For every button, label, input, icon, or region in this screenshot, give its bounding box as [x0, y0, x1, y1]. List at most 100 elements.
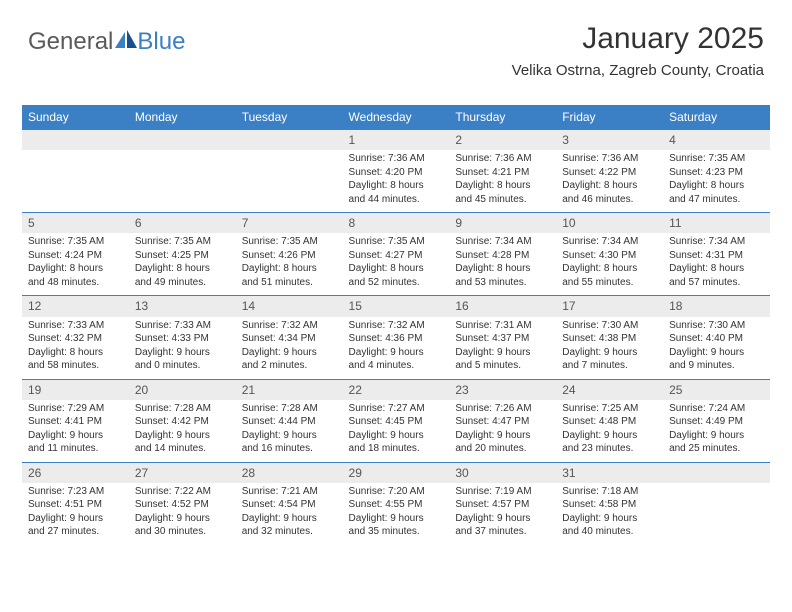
- day-number-cell: 11: [663, 213, 770, 234]
- day-text-cell: Sunrise: 7:35 AMSunset: 4:25 PMDaylight:…: [129, 233, 236, 296]
- day-details: Sunrise: 7:22 AMSunset: 4:52 PMDaylight:…: [129, 483, 236, 545]
- day-number-cell: 3: [556, 130, 663, 151]
- day-number: 23: [449, 380, 556, 400]
- day-text-cell: Sunrise: 7:33 AMSunset: 4:32 PMDaylight:…: [22, 317, 129, 380]
- empty-cell: [663, 483, 770, 545]
- day-number-cell: 4: [663, 130, 770, 151]
- weekday-header: Tuesday: [236, 105, 343, 130]
- week-text-row: Sunrise: 7:29 AMSunset: 4:41 PMDaylight:…: [22, 400, 770, 463]
- day-details: Sunrise: 7:32 AMSunset: 4:34 PMDaylight:…: [236, 317, 343, 379]
- day-number: 7: [236, 213, 343, 233]
- day-number: 22: [343, 380, 450, 400]
- day-text-cell: Sunrise: 7:35 AMSunset: 4:26 PMDaylight:…: [236, 233, 343, 296]
- day-text-cell: Sunrise: 7:35 AMSunset: 4:27 PMDaylight:…: [343, 233, 450, 296]
- day-number-cell: 10: [556, 213, 663, 234]
- day-details: Sunrise: 7:34 AMSunset: 4:28 PMDaylight:…: [449, 233, 556, 295]
- day-details: Sunrise: 7:33 AMSunset: 4:33 PMDaylight:…: [129, 317, 236, 379]
- week-daynum-row: 262728293031: [22, 462, 770, 483]
- day-number-cell: 25: [663, 379, 770, 400]
- day-details: Sunrise: 7:18 AMSunset: 4:58 PMDaylight:…: [556, 483, 663, 545]
- logo-sail-icon: [115, 30, 137, 48]
- day-number-cell: 31: [556, 462, 663, 483]
- page-title: January 2025: [512, 22, 764, 56]
- day-details: Sunrise: 7:35 AMSunset: 4:27 PMDaylight:…: [343, 233, 450, 295]
- day-text-cell: Sunrise: 7:26 AMSunset: 4:47 PMDaylight:…: [449, 400, 556, 463]
- day-number-cell: 27: [129, 462, 236, 483]
- day-details: Sunrise: 7:27 AMSunset: 4:45 PMDaylight:…: [343, 400, 450, 462]
- day-number-cell: 5: [22, 213, 129, 234]
- day-number: 25: [663, 380, 770, 400]
- weekday-header-row: SundayMondayTuesdayWednesdayThursdayFrid…: [22, 105, 770, 130]
- day-details: Sunrise: 7:34 AMSunset: 4:31 PMDaylight:…: [663, 233, 770, 295]
- day-details: Sunrise: 7:28 AMSunset: 4:44 PMDaylight:…: [236, 400, 343, 462]
- day-details: Sunrise: 7:32 AMSunset: 4:36 PMDaylight:…: [343, 317, 450, 379]
- week-daynum-row: 19202122232425: [22, 379, 770, 400]
- day-text-cell: Sunrise: 7:36 AMSunset: 4:20 PMDaylight:…: [343, 150, 450, 213]
- weekday-header: Thursday: [449, 105, 556, 130]
- day-text-cell: Sunrise: 7:28 AMSunset: 4:42 PMDaylight:…: [129, 400, 236, 463]
- day-text-cell: Sunrise: 7:27 AMSunset: 4:45 PMDaylight:…: [343, 400, 450, 463]
- day-details: Sunrise: 7:25 AMSunset: 4:48 PMDaylight:…: [556, 400, 663, 462]
- day-details: Sunrise: 7:33 AMSunset: 4:32 PMDaylight:…: [22, 317, 129, 379]
- day-number: 26: [22, 463, 129, 483]
- day-details: Sunrise: 7:35 AMSunset: 4:24 PMDaylight:…: [22, 233, 129, 295]
- day-number: 1: [343, 130, 450, 150]
- day-text-cell: Sunrise: 7:32 AMSunset: 4:36 PMDaylight:…: [343, 317, 450, 380]
- day-text-cell: Sunrise: 7:34 AMSunset: 4:30 PMDaylight:…: [556, 233, 663, 296]
- day-number: 30: [449, 463, 556, 483]
- day-text-cell: Sunrise: 7:22 AMSunset: 4:52 PMDaylight:…: [129, 483, 236, 545]
- day-details: Sunrise: 7:35 AMSunset: 4:26 PMDaylight:…: [236, 233, 343, 295]
- day-details: Sunrise: 7:29 AMSunset: 4:41 PMDaylight:…: [22, 400, 129, 462]
- weekday-header: Saturday: [663, 105, 770, 130]
- day-number-cell: 21: [236, 379, 343, 400]
- day-number-cell: 18: [663, 296, 770, 317]
- empty-cell: [663, 462, 770, 483]
- day-number: 8: [343, 213, 450, 233]
- header: January 2025 Velika Ostrna, Zagreb Count…: [512, 22, 764, 79]
- day-number-cell: 20: [129, 379, 236, 400]
- day-text-cell: Sunrise: 7:30 AMSunset: 4:38 PMDaylight:…: [556, 317, 663, 380]
- day-number: 28: [236, 463, 343, 483]
- day-number-cell: 29: [343, 462, 450, 483]
- day-number-cell: 22: [343, 379, 450, 400]
- day-text-cell: Sunrise: 7:18 AMSunset: 4:58 PMDaylight:…: [556, 483, 663, 545]
- day-number-cell: 13: [129, 296, 236, 317]
- calendar-table: SundayMondayTuesdayWednesdayThursdayFrid…: [22, 105, 770, 545]
- day-text-cell: Sunrise: 7:21 AMSunset: 4:54 PMDaylight:…: [236, 483, 343, 545]
- week-text-row: Sunrise: 7:33 AMSunset: 4:32 PMDaylight:…: [22, 317, 770, 380]
- empty-cell: [236, 150, 343, 213]
- day-number-cell: 2: [449, 130, 556, 151]
- day-details: Sunrise: 7:36 AMSunset: 4:22 PMDaylight:…: [556, 150, 663, 212]
- day-number: 21: [236, 380, 343, 400]
- location-text: Velika Ostrna, Zagreb County, Croatia: [512, 62, 764, 79]
- day-number-cell: 24: [556, 379, 663, 400]
- day-details: Sunrise: 7:36 AMSunset: 4:21 PMDaylight:…: [449, 150, 556, 212]
- day-details: Sunrise: 7:24 AMSunset: 4:49 PMDaylight:…: [663, 400, 770, 462]
- day-text-cell: Sunrise: 7:36 AMSunset: 4:21 PMDaylight:…: [449, 150, 556, 213]
- day-text-cell: Sunrise: 7:36 AMSunset: 4:22 PMDaylight:…: [556, 150, 663, 213]
- day-number: 13: [129, 296, 236, 316]
- day-text-cell: Sunrise: 7:31 AMSunset: 4:37 PMDaylight:…: [449, 317, 556, 380]
- day-number: 14: [236, 296, 343, 316]
- day-details: Sunrise: 7:19 AMSunset: 4:57 PMDaylight:…: [449, 483, 556, 545]
- day-number: 6: [129, 213, 236, 233]
- day-text-cell: Sunrise: 7:24 AMSunset: 4:49 PMDaylight:…: [663, 400, 770, 463]
- empty-cell: [129, 130, 236, 151]
- week-daynum-row: 12131415161718: [22, 296, 770, 317]
- day-number-cell: 6: [129, 213, 236, 234]
- day-number-cell: 16: [449, 296, 556, 317]
- empty-cell: [22, 150, 129, 213]
- day-details: Sunrise: 7:28 AMSunset: 4:42 PMDaylight:…: [129, 400, 236, 462]
- day-text-cell: Sunrise: 7:32 AMSunset: 4:34 PMDaylight:…: [236, 317, 343, 380]
- day-number-cell: 17: [556, 296, 663, 317]
- logo-text-blue: Blue: [137, 28, 185, 56]
- day-text-cell: Sunrise: 7:23 AMSunset: 4:51 PMDaylight:…: [22, 483, 129, 545]
- day-details: Sunrise: 7:21 AMSunset: 4:54 PMDaylight:…: [236, 483, 343, 545]
- day-details: Sunrise: 7:30 AMSunset: 4:38 PMDaylight:…: [556, 317, 663, 379]
- day-number-cell: 15: [343, 296, 450, 317]
- day-text-cell: Sunrise: 7:34 AMSunset: 4:31 PMDaylight:…: [663, 233, 770, 296]
- day-details: Sunrise: 7:20 AMSunset: 4:55 PMDaylight:…: [343, 483, 450, 545]
- day-details: Sunrise: 7:35 AMSunset: 4:25 PMDaylight:…: [129, 233, 236, 295]
- logo-text-general: General: [28, 28, 113, 56]
- day-text-cell: Sunrise: 7:28 AMSunset: 4:44 PMDaylight:…: [236, 400, 343, 463]
